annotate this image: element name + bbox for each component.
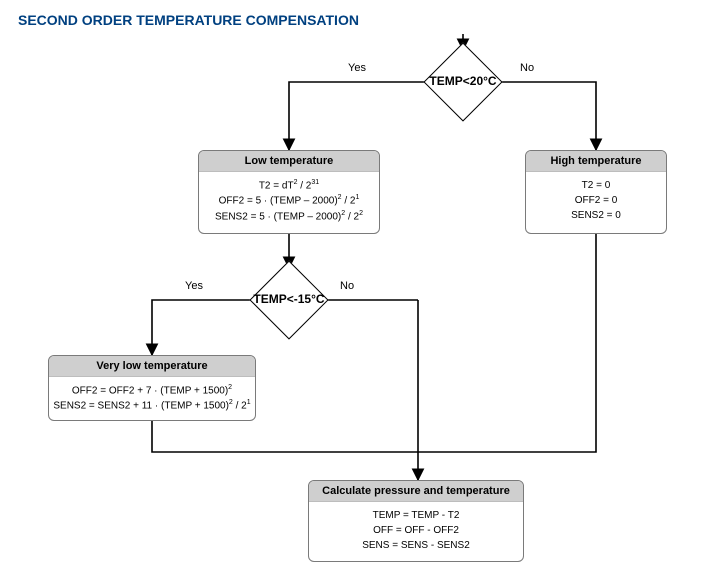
edge-d1-no bbox=[496, 82, 596, 150]
formula-line: OFF2 = 5 · (TEMP – 2000)2 / 21 bbox=[203, 193, 375, 208]
edge-label-d2-no-h: No bbox=[340, 280, 354, 292]
edge-d1-yes bbox=[289, 82, 430, 150]
formula-line: OFF2 = OFF2 + 7 · (TEMP + 1500)2 bbox=[53, 383, 251, 398]
formula-line: SENS2 = 0 bbox=[530, 208, 662, 223]
box-low-title: Low temperature bbox=[199, 151, 379, 172]
formula-line: T2 = dT2 / 231 bbox=[203, 178, 375, 193]
box-vlow-body: OFF2 = OFF2 + 7 · (TEMP + 1500)2SENS2 = … bbox=[49, 377, 255, 420]
edge-vlow-merge bbox=[152, 421, 418, 452]
box-very-low-temperature: Very low temperature OFF2 = OFF2 + 7 · (… bbox=[48, 355, 256, 421]
box-high-temperature: High temperature T2 = 0OFF2 = 0SENS2 = 0 bbox=[525, 150, 667, 234]
edge-label-d1-yes: Yes bbox=[348, 62, 366, 74]
formula-line: TEMP = TEMP - T2 bbox=[313, 508, 519, 523]
formula-line: SENS2 = SENS2 + 11 · (TEMP + 1500)2 / 21 bbox=[53, 398, 251, 413]
box-low-body: T2 = dT2 / 231OFF2 = 5 · (TEMP – 2000)2 … bbox=[199, 172, 379, 230]
box-calc-body: TEMP = TEMP - T2OFF = OFF - OFF2SENS = S… bbox=[309, 502, 523, 559]
page-title: SECOND ORDER TEMPERATURE COMPENSATION bbox=[18, 12, 359, 28]
formula-line: OFF = OFF - OFF2 bbox=[313, 523, 519, 538]
box-vlow-title: Very low temperature bbox=[49, 356, 255, 377]
edge-label-d2-yes: Yes bbox=[185, 280, 203, 292]
box-high-title: High temperature bbox=[526, 151, 666, 172]
decision-temp-lt-neg15-label: TEMP<-15°C bbox=[239, 292, 339, 306]
formula-line: OFF2 = 0 bbox=[530, 193, 662, 208]
formula-line: SENS = SENS - SENS2 bbox=[313, 538, 519, 553]
formula-line: T2 = 0 bbox=[530, 178, 662, 193]
box-high-body: T2 = 0OFF2 = 0SENS2 = 0 bbox=[526, 172, 666, 229]
edge-high-merge bbox=[418, 234, 596, 452]
formula-line: SENS2 = 5 · (TEMP – 2000)2 / 22 bbox=[203, 209, 375, 224]
edge-d2-yes bbox=[152, 300, 256, 355]
edge-label-d1-no: No bbox=[520, 62, 534, 74]
decision-temp-lt-20-label: TEMP<20°C bbox=[413, 74, 513, 88]
box-calc-title: Calculate pressure and temperature bbox=[309, 481, 523, 502]
box-calculate: Calculate pressure and temperature TEMP … bbox=[308, 480, 524, 562]
box-low-temperature: Low temperature T2 = dT2 / 231OFF2 = 5 ·… bbox=[198, 150, 380, 234]
